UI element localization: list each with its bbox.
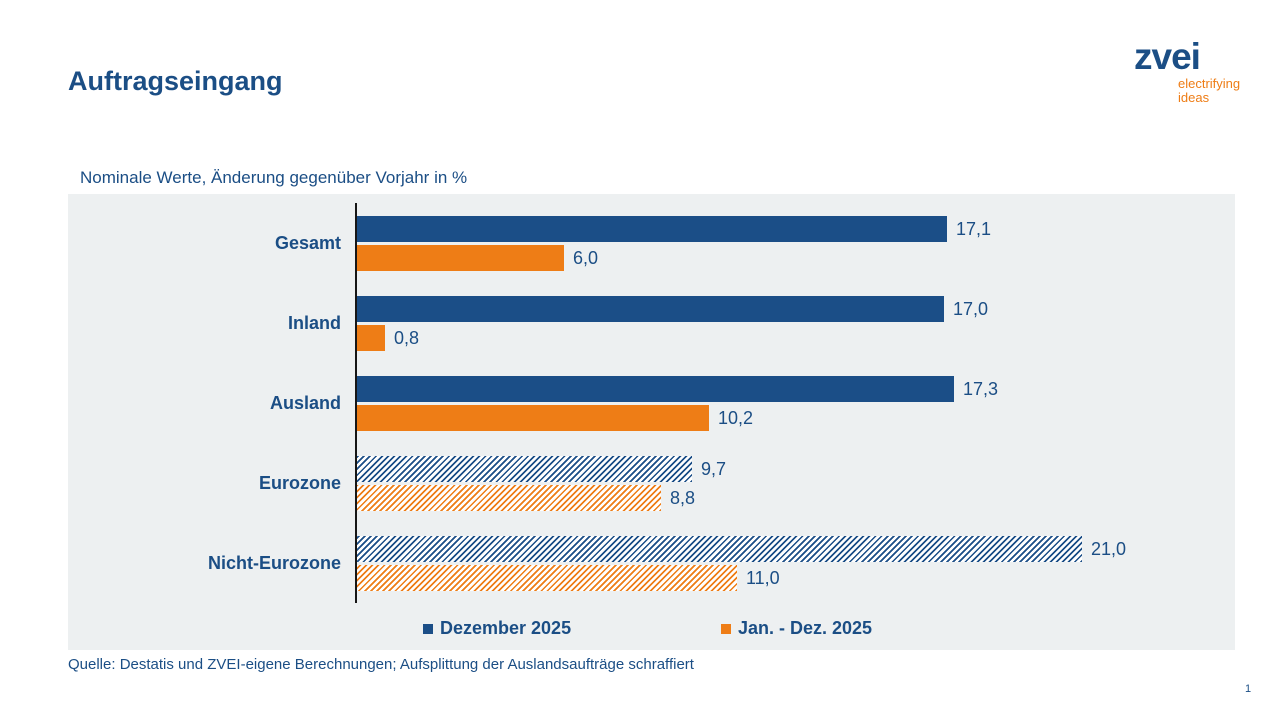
- bar-line: 11,0: [357, 565, 1235, 591]
- bars-cell: 9,7 8,8: [355, 456, 1235, 511]
- chart-rows: Gesamt 17,1 6,0 Inland 17,0 0,8 Ausland 17,3 10,…: [68, 216, 1235, 616]
- category-cell: Ausland: [68, 376, 355, 431]
- category-label: Gesamt: [274, 233, 341, 253]
- chart-row: Eurozone 9,7 8,8: [68, 456, 1235, 511]
- chart-y-axis-line: [355, 203, 357, 603]
- bar-line: 8,8: [357, 485, 1235, 511]
- category-label: Nicht-Eurozone: [208, 553, 341, 573]
- bar-value-label: 21,0: [1091, 538, 1127, 559]
- bar-series-1: [357, 405, 709, 431]
- legend-item: Jan. - Dez. 2025: [721, 618, 872, 639]
- bar-series-0: [357, 216, 947, 242]
- legend-label: Jan. - Dez. 2025: [738, 618, 873, 638]
- bar-line: 9,7: [357, 456, 1235, 482]
- zvei-logo: zvei electrifying ideas: [1134, 36, 1244, 104]
- source-note: Quelle: Destatis und ZVEI-eigene Berechn…: [68, 656, 694, 673]
- bar-series-0: [357, 376, 954, 402]
- bar-value-label: 17,3: [963, 378, 999, 399]
- bar-line: 17,1: [357, 216, 1235, 242]
- zvei-logo-tagline-line2: ideas: [1178, 89, 1210, 105]
- bar-value-label: 0,8: [394, 327, 420, 348]
- bars-cell: 21,0 11,0: [355, 536, 1235, 591]
- bar-line: 21,0: [357, 536, 1235, 562]
- bars-cell: 17,3 10,2: [355, 376, 1235, 431]
- chart-subtitle: Nominale Werte, Änderung gegenüber Vorja…: [80, 168, 468, 187]
- chart-row: Ausland 17,3 10,2: [68, 376, 1235, 431]
- bar-series-1: [357, 245, 564, 271]
- zvei-logo-tagline-line1: electrifying: [1178, 76, 1241, 91]
- legend-swatch-icon: [423, 623, 433, 634]
- category-label: Inland: [288, 313, 341, 333]
- bar-line: 10,2: [357, 405, 1235, 431]
- bar-line: 17,3: [357, 376, 1235, 402]
- bar-series-0: [357, 296, 944, 322]
- category-cell: Nicht-Eurozone: [68, 536, 355, 591]
- chart-row: Inland 17,0 0,8: [68, 296, 1235, 351]
- bars-cell: 17,0 0,8: [355, 296, 1235, 351]
- bar-value-label: 6,0: [573, 247, 599, 268]
- bar-value-label: 10,2: [718, 407, 754, 428]
- legend-label: Dezember 2025: [440, 618, 572, 638]
- bar-line: 0,8: [357, 325, 1235, 351]
- page-title: Auftragseingang: [68, 66, 283, 96]
- bar-series-1: [357, 565, 737, 591]
- zvei-logo-tagline: electrifying ideas: [1178, 77, 1240, 104]
- bar-value-label: 17,0: [953, 298, 989, 319]
- bar-value-label: 11,0: [746, 567, 780, 588]
- category-cell: Inland: [68, 296, 355, 351]
- bar-value-label: 8,8: [670, 487, 696, 508]
- bar-series-0: [357, 536, 1082, 562]
- legend-item: Dezember 2025: [423, 618, 571, 639]
- legend-swatch-icon: [721, 623, 731, 634]
- category-label: Eurozone: [258, 473, 341, 493]
- bar-value-label: 9,7: [701, 458, 727, 479]
- category-cell: Gesamt: [68, 216, 355, 271]
- chart-row: Gesamt 17,1 6,0: [68, 216, 1235, 271]
- chart-area: Gesamt 17,1 6,0 Inland 17,0 0,8 Ausland 17,3 10,…: [68, 194, 1235, 650]
- bar-series-1: [357, 485, 661, 511]
- bar-line: 17,0: [357, 296, 1235, 322]
- bars-cell: 17,1 6,0: [355, 216, 1235, 271]
- category-label: Ausland: [269, 393, 341, 413]
- chart-row: Nicht-Eurozone 21,0 11,0: [68, 536, 1235, 591]
- bar-line: 6,0: [357, 245, 1235, 271]
- page-number: 1: [1245, 683, 1252, 695]
- bar-value-label: 17,1: [956, 218, 992, 239]
- category-cell: Eurozone: [68, 456, 355, 511]
- zvei-logo-wordmark: zvei: [1134, 36, 1201, 77]
- bar-series-1: [357, 325, 385, 351]
- bar-series-0: [357, 456, 692, 482]
